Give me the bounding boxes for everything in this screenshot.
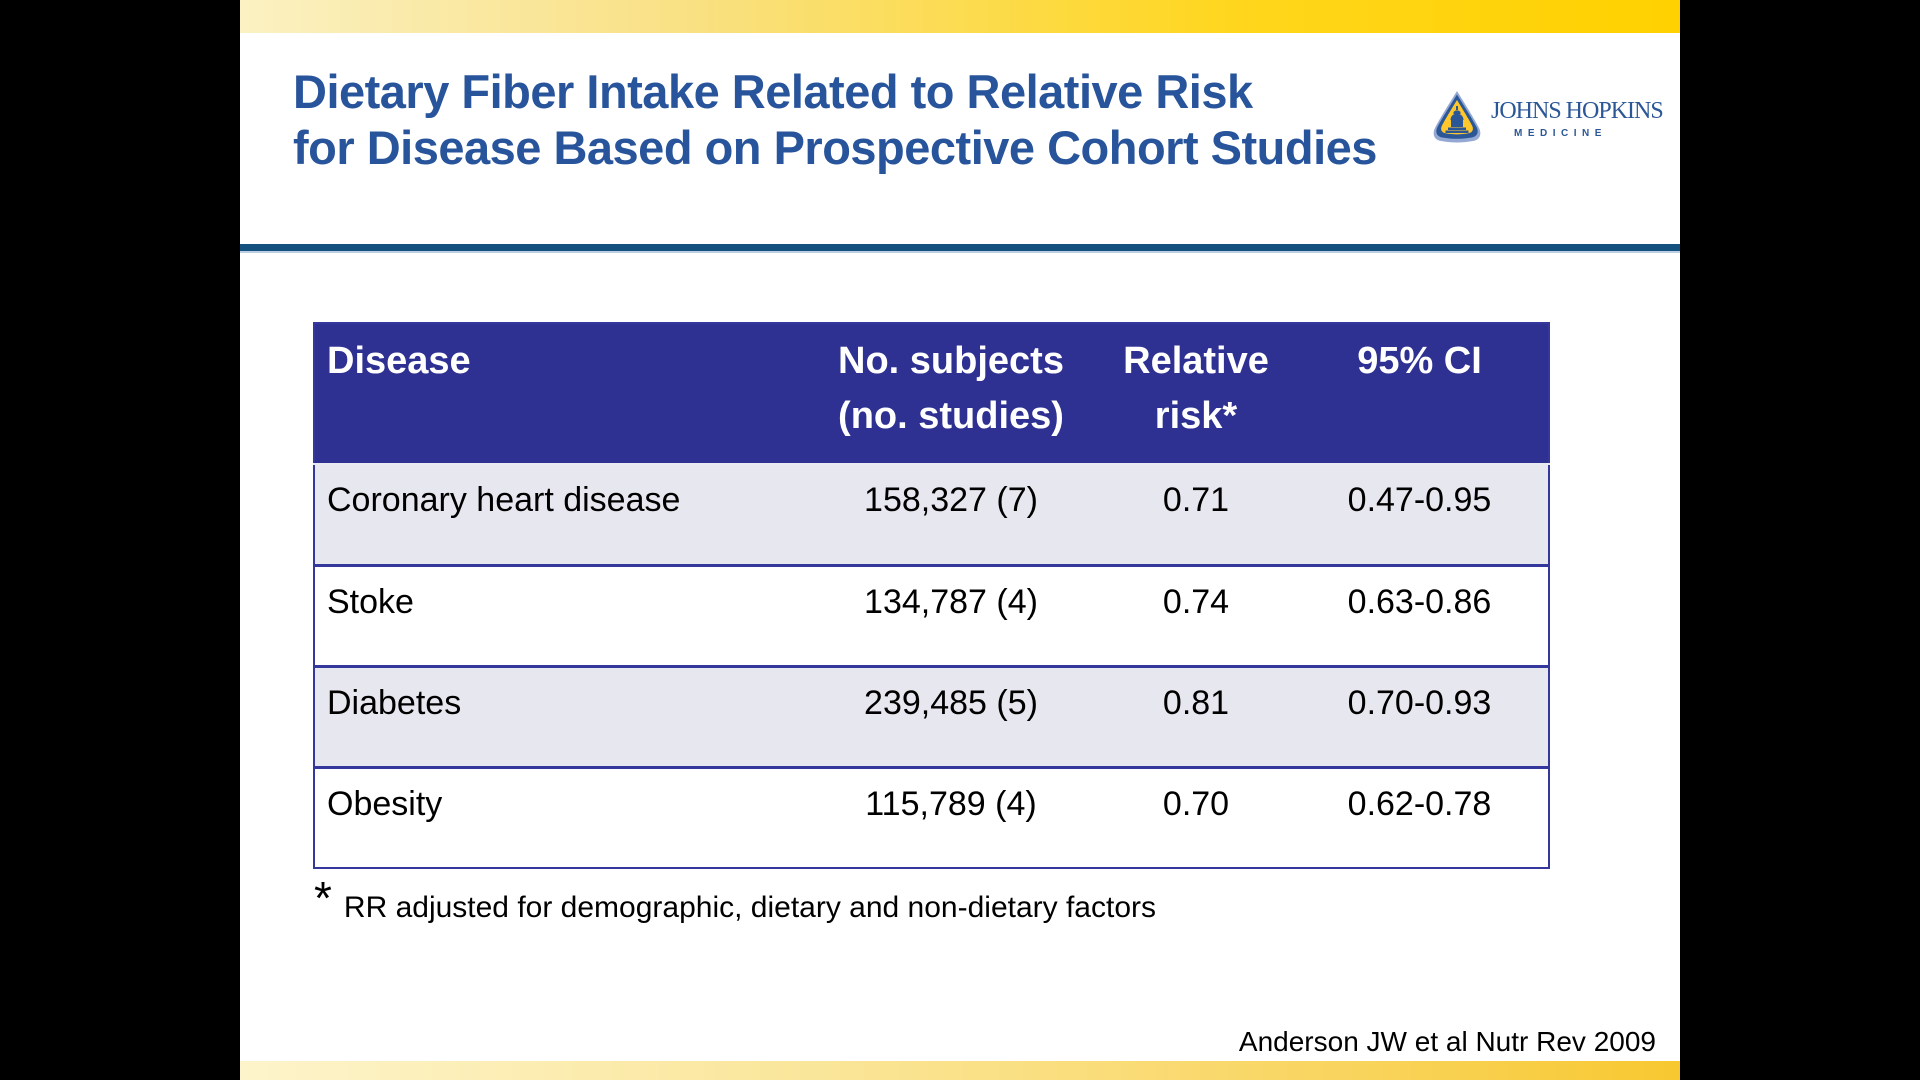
table-row: Obesity 115,789 (4) 0.70 0.62-0.78: [314, 765, 1549, 868]
citation-text: Anderson JW et al Nutr Rev 2009: [1238, 1026, 1656, 1057]
title-divider-rule: [240, 244, 1680, 253]
footnote-text: RR adjusted for demographic, dietary and…: [343, 891, 1157, 924]
footnote-asterisk: *: [314, 872, 332, 924]
relative-risk-cell: 0.71: [1101, 463, 1291, 565]
ci-cell: 0.62-0.78: [1291, 765, 1549, 868]
logo-division-text: MEDICINE: [1514, 128, 1607, 139]
header-relative-risk-line2: risk*: [1154, 395, 1238, 437]
ci-cell: 0.70-0.93: [1291, 664, 1549, 767]
header-ci-line1: 95% CI: [1357, 340, 1482, 382]
header-relative-risk-line1: Relative: [1123, 340, 1269, 382]
disease-cell: Obesity: [314, 765, 801, 868]
table-header-row: Disease No. subjects (no. studies) Relat…: [314, 323, 1549, 464]
ci-cell: 0.47-0.95: [1291, 463, 1549, 565]
relative-risk-cell: 0.74: [1101, 563, 1291, 666]
subjects-cell: 158,327 (7): [801, 463, 1101, 565]
table-header: Disease No. subjects (no. studies) Relat…: [314, 323, 1549, 464]
subjects-cell: 134,787 (4): [801, 563, 1101, 666]
header-subjects-line1: No. subjects: [838, 340, 1064, 382]
right-letterbox: [1680, 0, 1920, 1080]
slide-title: Dietary Fiber Intake Related to Relative…: [293, 64, 1377, 176]
top-gold-bar: [240, 0, 1680, 33]
header-relative-risk: Relative risk*: [1101, 323, 1291, 464]
table-row: Coronary heart disease 158,327 (7) 0.71 …: [314, 463, 1549, 565]
presentation-slide: Dietary Fiber Intake Related to Relative…: [240, 0, 1680, 1080]
logo-name-text: JOHNS HOPKINS: [1491, 98, 1664, 124]
disease-cell: Diabetes: [314, 664, 801, 767]
table-row: Diabetes 239,485 (5) 0.81 0.70-0.93: [314, 664, 1549, 767]
johns-hopkins-logo: JOHNS HOPKINS MEDICINE: [1432, 90, 1664, 149]
bottom-gold-bar: [240, 1061, 1680, 1080]
slide-title-line1: Dietary Fiber Intake Related to Relative…: [293, 65, 1253, 118]
table-row: Stoke 134,787 (4) 0.74 0.63-0.86: [314, 563, 1549, 666]
subjects-cell: 115,789 (4): [801, 765, 1101, 868]
left-letterbox: [0, 0, 240, 1080]
johns-hopkins-shield-icon: [1432, 90, 1482, 149]
fiber-risk-table: Disease No. subjects (no. studies) Relat…: [313, 322, 1550, 869]
header-subjects-line2: (no. studies): [838, 395, 1064, 437]
slide-title-line2: for Disease Based on Prospective Cohort …: [293, 121, 1377, 174]
relative-risk-cell: 0.81: [1101, 664, 1291, 767]
header-disease-line1: Disease: [327, 340, 471, 382]
relative-risk-cell: 0.70: [1101, 765, 1291, 868]
johns-hopkins-wordmark: JOHNS HOPKINS MEDICINE: [1491, 90, 1664, 139]
disease-cell: Stoke: [314, 563, 801, 666]
disease-cell: Coronary heart disease: [314, 463, 801, 565]
ci-cell: 0.63-0.86: [1291, 563, 1549, 666]
header-subjects: No. subjects (no. studies): [801, 323, 1101, 464]
header-ci: 95% CI: [1291, 323, 1549, 464]
header-disease: Disease: [314, 323, 801, 464]
footnote: * RR adjusted for demographic, dietary a…: [314, 872, 1157, 926]
subjects-cell: 239,485 (5): [801, 664, 1101, 767]
